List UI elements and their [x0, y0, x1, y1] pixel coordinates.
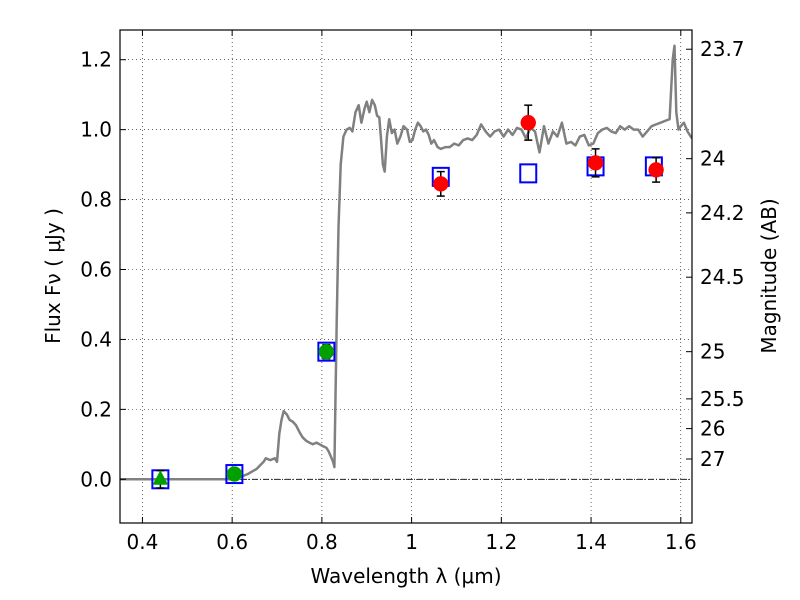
- y-tick-label: 0.0: [80, 467, 112, 491]
- right-tick-label: 24.2: [700, 201, 745, 225]
- x-tick-label: 0.8: [306, 530, 338, 554]
- y-tick-label: 0.2: [80, 397, 112, 421]
- data-layer: [120, 44, 692, 481]
- right-tick-label: 23.7: [700, 37, 745, 61]
- right-tick-label: 24: [700, 147, 725, 171]
- x-tick-label: 0.4: [127, 530, 159, 554]
- y-tick-label: 0.4: [80, 327, 112, 351]
- y-tick-label: 0.6: [80, 258, 112, 282]
- model-spectrum-line: [120, 44, 692, 481]
- label-layer: 0.4 0.6 0.8 1 1.2 1.4 1.6 0.0 0.2 0.4 0.6 0.8 1.0 1.2…: [80, 37, 744, 554]
- y-axis-right-label: Magnitude (AB): [757, 198, 781, 353]
- y-tick-label: 0.8: [80, 188, 112, 212]
- x-tick-label: 1.4: [575, 530, 607, 554]
- right-tick-label: 24.5: [700, 265, 745, 289]
- x-tick-label: 0.6: [216, 530, 248, 554]
- x-tick-label: 1: [405, 530, 418, 554]
- x-tick-label: 1.2: [485, 530, 517, 554]
- tick-layer: [120, 30, 692, 523]
- y-tick-label: 1.2: [80, 48, 112, 72]
- marker-layer: [151, 104, 664, 490]
- plot-frame: [119, 29, 693, 524]
- model-photometry-square: [519, 163, 538, 184]
- model-photometry-square: [317, 341, 336, 362]
- model-photometry-square: [225, 464, 244, 485]
- right-tick-label: 26: [700, 417, 725, 441]
- y-axis-label: Flux Fν ( μJy ): [41, 208, 65, 344]
- right-tick-label: 25: [700, 340, 725, 364]
- observed-flux-point: [318, 343, 335, 360]
- observed-flux-point: [433, 176, 449, 192]
- right-tick-label: 27: [700, 447, 725, 471]
- observed-flux-point: [587, 155, 604, 171]
- x-tick-label: 1.6: [665, 530, 697, 554]
- observed-flux-point: [648, 162, 664, 178]
- observed-flux-point: [520, 114, 537, 131]
- x-axis-label: Wavelength λ (μm): [310, 564, 501, 588]
- upper-limit-triangle: [152, 470, 169, 485]
- observed-flux-point: [226, 466, 243, 482]
- right-tick-label: 25.5: [700, 387, 745, 411]
- y-tick-label: 1.0: [80, 118, 112, 142]
